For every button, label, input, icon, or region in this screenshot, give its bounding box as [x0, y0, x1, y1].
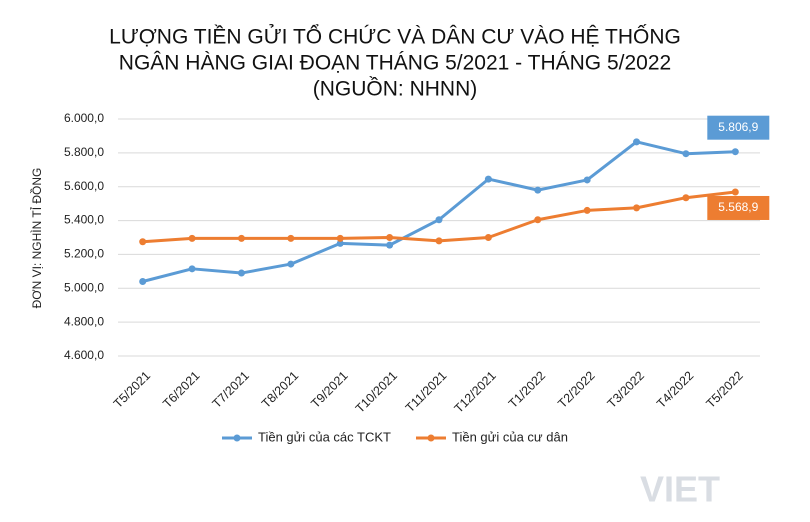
series-point: [336, 239, 344, 247]
series-point: [287, 260, 295, 268]
series-point: [336, 234, 344, 242]
legend-label: Tiền gửi của các TCKT: [258, 429, 391, 444]
series-point: [237, 269, 245, 277]
series-point: [139, 238, 147, 246]
value-label-box: [707, 115, 770, 140]
series-point: [682, 150, 690, 158]
y-tick-label: 6.000,0: [64, 111, 104, 125]
series-point: [287, 234, 295, 242]
watermark: VIET: [640, 469, 720, 510]
series-point: [188, 265, 196, 273]
y-tick-label: 5.600,0: [64, 179, 104, 193]
series-point: [633, 138, 641, 146]
chart-title: LƯỢNG TIỀN GỬI TỔ CHỨC VÀ DÂN CƯ VÀO HỆ …: [109, 25, 681, 49]
chart-title: (NGUỒN: NHNN): [313, 77, 477, 101]
series-point: [633, 204, 641, 212]
legend-label: Tiền gửi của cư dân: [452, 429, 568, 444]
series-point: [435, 237, 443, 245]
series-point: [484, 234, 492, 241]
legend-marker: [427, 434, 435, 442]
legend-marker: [233, 434, 241, 442]
series-point: [731, 188, 739, 196]
y-tick-label: 4.800,0: [64, 314, 104, 328]
y-tick-label: 4.600,0: [64, 348, 104, 362]
series-point: [583, 176, 591, 184]
series-point: [731, 148, 739, 156]
value-label: 5.568,9: [718, 200, 758, 214]
y-axis-label: ĐƠN VỊ: NGHÌN TỈ ĐỒNG: [29, 168, 44, 309]
series-point: [386, 234, 394, 241]
y-tick-label: 5.800,0: [64, 145, 104, 159]
series-point: [139, 278, 147, 286]
series-point: [534, 186, 542, 194]
series-point: [583, 206, 591, 214]
value-label-box: [707, 195, 770, 220]
y-tick-label: 5.000,0: [64, 280, 104, 294]
chart-title: NGÂN HÀNG GIAI ĐOẠN THÁNG 5/2021 - THÁNG…: [119, 52, 671, 75]
y-tick-label: 5.200,0: [64, 247, 104, 261]
series-point: [237, 234, 245, 242]
series-point: [484, 175, 492, 183]
series-point: [435, 216, 443, 224]
y-tick-label: 5.400,0: [64, 213, 104, 227]
series-point: [386, 241, 394, 249]
series-point: [682, 194, 690, 202]
series-point: [534, 216, 542, 224]
value-label: 5.806,9: [718, 120, 758, 134]
series-point: [188, 234, 196, 242]
